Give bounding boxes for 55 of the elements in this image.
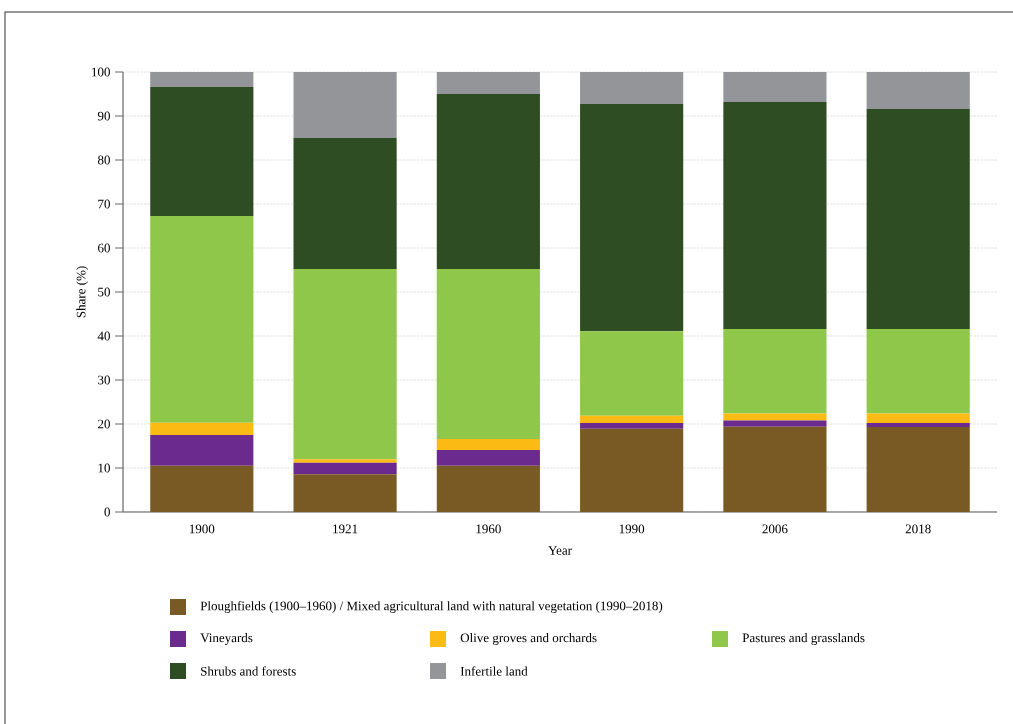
y-tick-label: 0	[104, 507, 110, 517]
bar	[866, 108, 970, 329]
y-tick-label: 60	[98, 243, 110, 253]
bar	[150, 465, 254, 512]
y-tick-label: 10	[98, 463, 110, 473]
x-tick-label: 2018	[905, 524, 931, 534]
legend-label: Infertile land	[460, 666, 528, 676]
legend-label: Ploughfields (1900–1960) / Mixed agricultural land with natural vegetation (1990–2018)	[200, 601, 663, 613]
legend-label: Pastures and grasslands	[742, 633, 865, 645]
bar	[866, 423, 970, 428]
bar	[580, 428, 684, 512]
y-tick-label: 20	[98, 419, 110, 429]
bar	[436, 438, 540, 450]
bar	[293, 459, 397, 463]
bar	[436, 94, 540, 270]
bar	[150, 86, 254, 216]
bar	[436, 449, 540, 466]
y-tick-label: 70	[98, 199, 110, 209]
y-tick-label: 50	[98, 287, 110, 297]
bar	[436, 465, 540, 512]
bar	[866, 427, 970, 512]
bar	[723, 413, 827, 421]
y-tick-label: 90	[97, 111, 110, 121]
y-tick-label: 40	[97, 331, 110, 341]
x-tick-label: 1921	[333, 524, 358, 534]
bar	[436, 269, 540, 439]
bar	[866, 328, 970, 414]
x-tick-label: 1900	[189, 524, 215, 534]
y-tick-label: 30	[98, 375, 110, 385]
bar	[293, 269, 397, 460]
bar	[150, 422, 254, 435]
legend-label: Shrubs and forests	[201, 666, 296, 676]
y-tick-label: 100	[92, 67, 110, 77]
legend-label: Olive groves and orchards	[460, 633, 597, 645]
bar	[723, 426, 827, 512]
bar	[580, 104, 684, 332]
x-tick-label: 1960	[476, 524, 501, 534]
bar	[150, 215, 254, 423]
bar	[580, 415, 684, 424]
bar	[580, 423, 684, 429]
bar	[293, 138, 397, 270]
legend-label: Vineyards	[200, 633, 253, 645]
bar	[723, 420, 827, 427]
bar	[866, 413, 970, 424]
bar	[150, 435, 254, 466]
y-tick-label: 80	[97, 155, 110, 165]
y-axis-title: Share (%)	[76, 266, 89, 318]
bar	[293, 474, 397, 512]
bar	[723, 101, 827, 329]
bar	[293, 462, 397, 475]
x-axis-title: Year	[548, 546, 572, 555]
x-tick-label: 1990	[619, 524, 645, 534]
bar	[723, 328, 827, 414]
x-tick-label: 2006	[762, 524, 788, 534]
bar	[580, 331, 684, 416]
